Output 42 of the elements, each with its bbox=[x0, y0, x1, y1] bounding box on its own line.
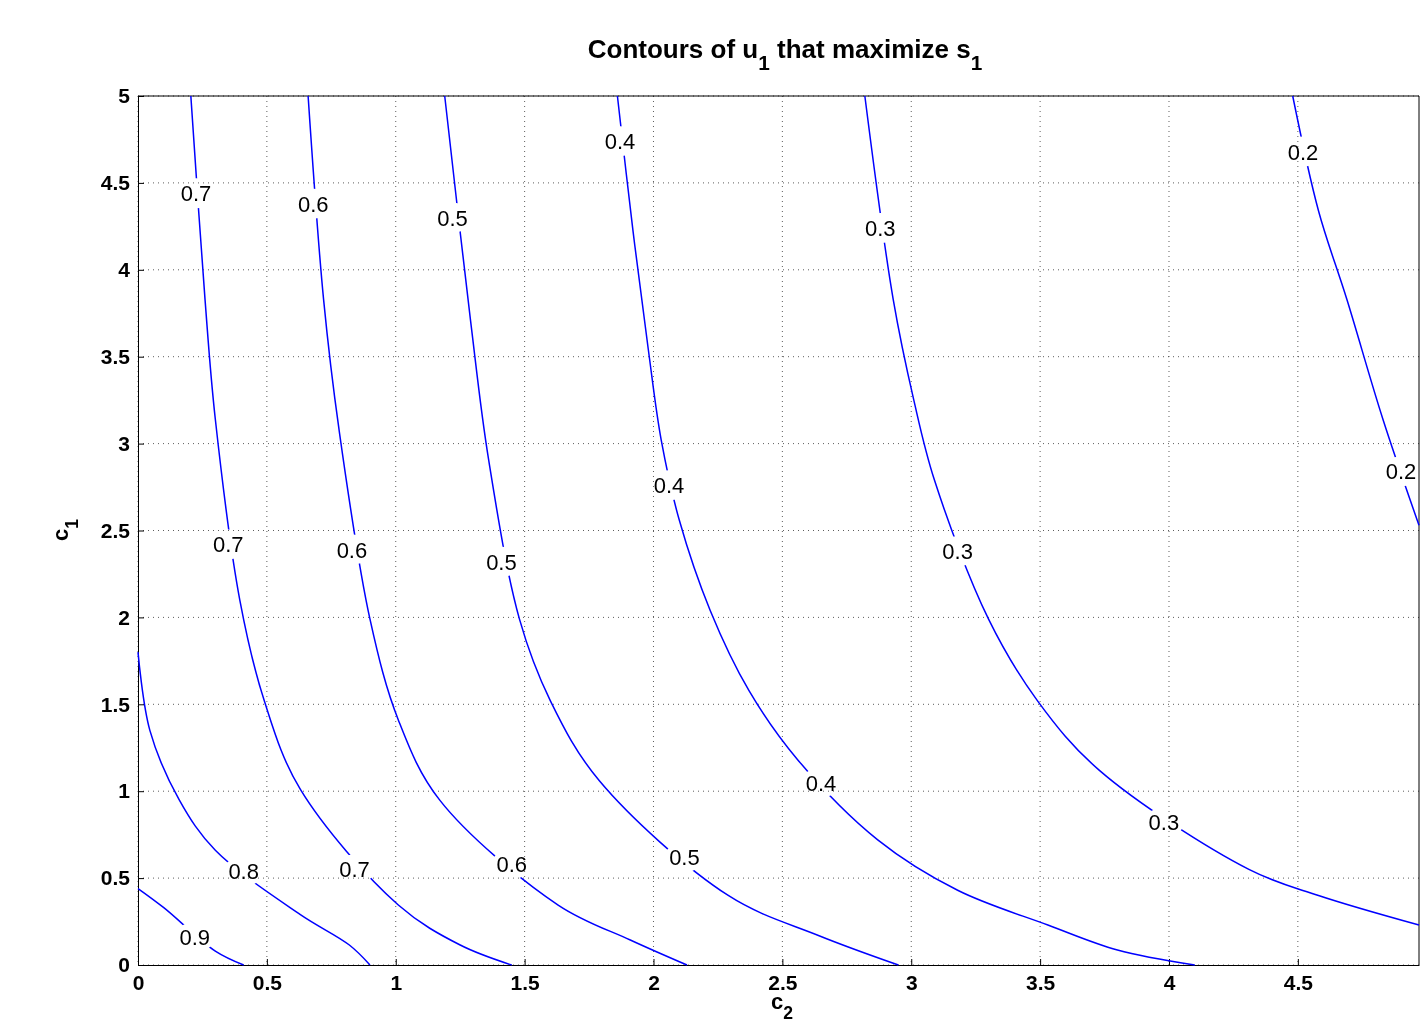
annotation: 0.2 bbox=[1385, 458, 1417, 484]
x-tick-label: 4.5 bbox=[1283, 970, 1314, 994]
y-tick-label: 2.5 bbox=[100, 518, 131, 542]
annotation: 0.4 bbox=[805, 770, 837, 796]
annotation: 0.2 bbox=[1287, 139, 1319, 165]
annotation: 0.5 bbox=[669, 844, 700, 870]
y-tick-label: 1 bbox=[118, 779, 131, 803]
line-series bbox=[137, 651, 371, 966]
annotation: 0.6 bbox=[496, 851, 528, 877]
y-tick-label: 0.5 bbox=[100, 866, 131, 890]
annotation: 0.7 bbox=[212, 531, 244, 557]
x-tick-label: 3.5 bbox=[1026, 970, 1056, 994]
y-tick-label: 4.5 bbox=[100, 171, 131, 195]
y-tick-label: 1.5 bbox=[100, 692, 131, 716]
annotation: 0.4 bbox=[604, 128, 636, 154]
annotation: 0.5 bbox=[486, 549, 517, 575]
annotation: 0.9 bbox=[179, 924, 210, 950]
y-tick-label: 4 bbox=[118, 258, 131, 282]
annotation: 0.5 bbox=[437, 205, 468, 231]
line-series bbox=[137, 887, 245, 966]
x-tick-label: 1.5 bbox=[510, 970, 541, 994]
annotation: 0.3 bbox=[865, 215, 896, 241]
x-tick-label: 3 bbox=[905, 970, 918, 994]
chart-title: Contours of u$_{1}$ that maximize s$_{1}$ bbox=[587, 34, 983, 74]
annotation: 0.8 bbox=[228, 858, 259, 884]
x-tick-label: 4 bbox=[1163, 970, 1176, 994]
line-series bbox=[864, 95, 1420, 926]
annotation: 0.3 bbox=[942, 538, 973, 564]
annotation: 0.6 bbox=[336, 537, 368, 563]
annotation: 0.3 bbox=[1148, 809, 1180, 835]
annotation: 0.6 bbox=[297, 191, 329, 217]
x-tick-label: 0.5 bbox=[252, 970, 283, 994]
x-tick-label: 2 bbox=[648, 970, 660, 994]
annotation: 0.7 bbox=[339, 856, 370, 882]
y-tick-label: 3 bbox=[118, 431, 130, 455]
y-tick-label: 5 bbox=[118, 84, 131, 108]
y-tick-label: 3.5 bbox=[100, 344, 131, 368]
y-tick-label: 2 bbox=[118, 605, 130, 629]
x-tick-label: 1 bbox=[390, 970, 403, 994]
y-tick-label: 0 bbox=[118, 953, 130, 977]
annotation: 0.7 bbox=[180, 180, 212, 206]
annotation: 0.4 bbox=[653, 472, 685, 498]
